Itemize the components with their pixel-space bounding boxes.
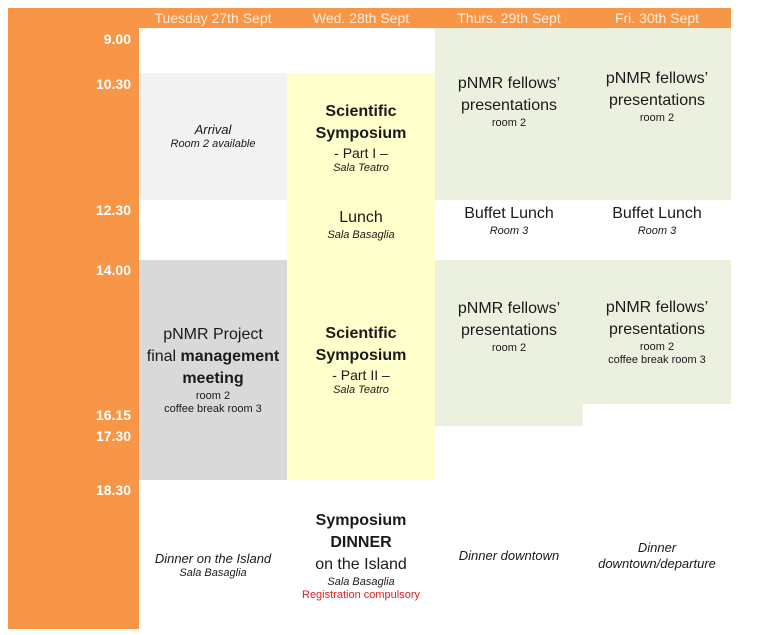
symposium-title-line1: Scientific xyxy=(325,103,397,120)
friday-lunch: Buffet Lunch Room 3 xyxy=(583,201,731,239)
meeting-title-word: final xyxy=(146,348,181,365)
dinner-title-line1: Dinner xyxy=(637,540,677,555)
friday-dinner-block: Dinner downtown/departure xyxy=(583,536,731,576)
time-column xyxy=(8,8,139,629)
presentations-room: room 2 xyxy=(639,111,675,124)
time-label: 16.15 xyxy=(95,407,131,423)
thursday-presentations-afternoon: pNMR fellows’ presentations room 2 xyxy=(435,295,583,357)
meeting-coffee-break: coffee break room 3 xyxy=(164,403,262,415)
header-tuesday: Tuesday 27th Sept xyxy=(139,8,287,28)
dinner-title-line2: DINNER xyxy=(330,534,392,551)
lunch-title: Buffet Lunch xyxy=(612,204,702,222)
dinner-title-line3: on the Island xyxy=(315,556,407,573)
presentations-title-line1: pNMR fellows’ xyxy=(457,74,561,92)
tuesday-management-meeting-block: pNMR Project final management meeting ro… xyxy=(139,260,287,480)
header-friday: Fri. 30th Sept xyxy=(583,8,731,28)
symposium-room: Sala Teatro xyxy=(333,384,389,396)
dinner-room: Sala Basaglia xyxy=(179,566,247,579)
wednesday-symposium-part2: Scientific Symposium - Part II – Sala Te… xyxy=(287,318,435,402)
symposium-part: - Part II – xyxy=(332,367,390,383)
symposium-part: - Part I – xyxy=(334,145,388,161)
presentations-coffee-break: coffee break room 3 xyxy=(608,354,706,366)
symposium-title-line2: Symposium xyxy=(315,125,407,142)
meeting-title-line1: pNMR Project xyxy=(163,326,263,343)
meeting-title-bold-word: management xyxy=(180,348,280,365)
dinner-title-line2: downtown/departure xyxy=(598,556,716,571)
presentations-title-line2: presentations xyxy=(460,321,558,339)
time-label: 14.00 xyxy=(95,262,131,278)
meeting-room: room 2 xyxy=(195,390,231,402)
tuesday-arrival-block: Arrival Room 2 available xyxy=(139,73,287,200)
friday-presentations-morning: pNMR fellows’ presentations room 2 xyxy=(583,66,731,126)
registration-note: Registration compulsory xyxy=(302,589,420,601)
wednesday-dinner-block: Symposium DINNER on the Island Sala Basa… xyxy=(287,506,435,606)
thursday-lunch: Buffet Lunch Room 3 xyxy=(435,201,583,239)
dinner-title: Dinner on the Island xyxy=(154,550,272,566)
presentations-title-line2: presentations xyxy=(460,96,558,114)
dinner-title-line1: Symposium xyxy=(315,512,407,529)
meeting-title-line3: meeting xyxy=(182,370,244,387)
presentations-title-line2: presentations xyxy=(608,91,706,109)
header-wednesday: Wed. 28th Sept xyxy=(287,8,435,28)
friday-morning-background xyxy=(583,28,731,200)
friday-presentations-afternoon: pNMR fellows’ presentations room 2 coffe… xyxy=(583,295,731,369)
thursday-afternoon-background xyxy=(435,260,583,426)
tuesday-dinner-block: Dinner on the Island Sala Basaglia xyxy=(139,535,287,595)
time-label: 10.30 xyxy=(95,76,131,92)
presentations-title-line2: presentations xyxy=(608,321,706,338)
arrival-room: Room 2 available xyxy=(170,138,256,150)
symposium-room: Sala Teatro xyxy=(333,162,389,174)
time-label: 12.30 xyxy=(95,202,131,218)
time-label: 18.30 xyxy=(95,482,131,498)
header-thursday: Thurs. 29th Sept xyxy=(435,8,583,28)
lunch-title: Lunch xyxy=(339,208,383,226)
symposium-title-line2: Symposium xyxy=(315,347,407,364)
presentations-title-line1: pNMR fellows’ xyxy=(457,299,561,317)
lunch-title: Buffet Lunch xyxy=(464,204,554,222)
thursday-presentations-morning: pNMR fellows’ presentations room 2 xyxy=(435,70,583,132)
dinner-room: Sala Basaglia xyxy=(327,576,395,588)
meeting-title-line2: final management xyxy=(147,346,280,368)
time-label: 17.30 xyxy=(95,428,131,444)
presentations-title-line1: pNMR fellows’ xyxy=(605,299,709,316)
time-label: 9.00 xyxy=(103,31,131,47)
thursday-morning-background xyxy=(435,28,583,200)
symposium-title-line1: Scientific xyxy=(325,325,397,342)
presentations-room: room 2 xyxy=(491,341,527,354)
lunch-room: Sala Basaglia xyxy=(327,228,395,241)
wednesday-symposium-background xyxy=(287,73,435,480)
presentations-title-line1: pNMR fellows’ xyxy=(605,69,709,87)
friday-afternoon-background xyxy=(583,260,731,404)
presentations-room: room 2 xyxy=(639,341,675,353)
thursday-dinner-block: Dinner downtown xyxy=(435,545,583,567)
presentations-room: room 2 xyxy=(491,116,527,129)
arrival-title: Arrival xyxy=(194,122,232,137)
wednesday-lunch: Lunch Sala Basaglia xyxy=(287,204,435,244)
lunch-room: Room 3 xyxy=(637,224,677,237)
dinner-title: Dinner downtown xyxy=(458,548,560,563)
lunch-room: Room 3 xyxy=(489,224,529,237)
wednesday-symposium-part1: Scientific Symposium - Part I – Sala Tea… xyxy=(287,96,435,180)
